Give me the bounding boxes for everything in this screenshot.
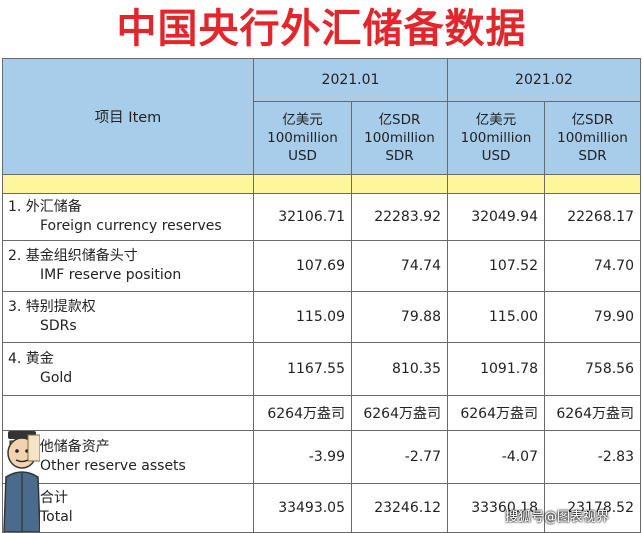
cartoon-mascot-icon bbox=[3, 431, 40, 532]
table-row: 3. 特别提款权 SDRs 115.09 79.88 115.00 79.90 bbox=[2, 291, 641, 343]
table-row: 4. 黄金 Gold 1167.55 810.35 1091.78 758.56 bbox=[2, 342, 641, 396]
unit-header: 亿美元 100million USD bbox=[447, 101, 545, 175]
period-header: 2021.01 bbox=[253, 58, 448, 102]
period-header: 2021.02 bbox=[447, 58, 641, 102]
table-row: 1. 外汇储备 Foreign currency reserves 32106.7… bbox=[2, 193, 641, 241]
reserves-table: 项目 Item 2021.01 2021.02 亿美元 100million USD… bbox=[2, 58, 641, 533]
unit-header: 亿SDR 100million SDR bbox=[544, 101, 641, 175]
spacer-row bbox=[2, 174, 641, 194]
table-row: 合计 Total 33493.05 23246.12 33360.18 23178.5… bbox=[2, 483, 641, 533]
table-row: 6264万盎司 6264万盎司 6264万盎司 6264万盎司 bbox=[2, 395, 641, 431]
table-row: 5. 其他储备资产 Other reserve assets -3.99 -2.77… bbox=[2, 430, 641, 484]
item-column-header: 项目 Item bbox=[2, 58, 254, 175]
unit-header: 亿美元 100million USD bbox=[253, 101, 352, 175]
watermark-label: 搜狐号@图表视界 bbox=[505, 510, 610, 525]
page-title: 中国央行外汇储备数据 bbox=[116, 6, 527, 52]
unit-header: 亿SDR 100million SDR bbox=[351, 101, 448, 175]
table-row: 2. 基金组织储备头寸 IMF reserve position 107.69 74… bbox=[2, 240, 641, 292]
